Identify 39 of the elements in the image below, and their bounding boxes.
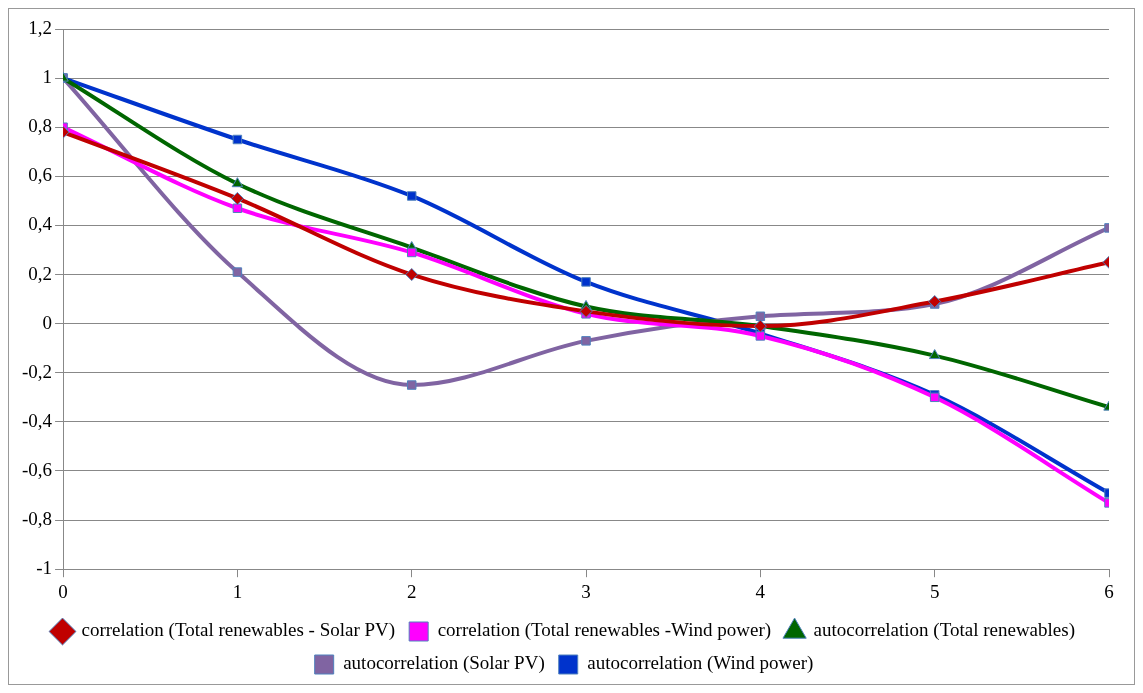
y-tick-label: -0,6 — [22, 458, 53, 480]
legend-label: correlation (Total renewables - Solar PV) — [81, 619, 396, 642]
point — [581, 336, 591, 346]
y-tick-label: 1 — [42, 66, 53, 88]
y-tick-label: -0,8 — [22, 508, 53, 530]
point — [406, 380, 417, 390]
point — [230, 191, 244, 205]
point — [579, 304, 593, 318]
x-tick-label: 2 — [406, 580, 417, 602]
legend-label: autocorrelation (Solar PV) — [343, 652, 545, 675]
y-tick-label: -0,2 — [22, 360, 53, 382]
x-tick-label: 0 — [58, 580, 68, 602]
y-tick-label: -1 — [36, 557, 53, 579]
point — [231, 177, 244, 188]
point — [406, 191, 417, 201]
y-tick-label: 0 — [42, 311, 53, 333]
point — [232, 134, 243, 145]
point — [928, 349, 941, 360]
point — [232, 203, 243, 213]
y-tick-label: 0,2 — [28, 262, 53, 284]
y-tick-label: 0,6 — [28, 164, 53, 186]
y-tick-label: 1,2 — [28, 16, 53, 38]
legend-label: correlation (Total renewables -Wind power) — [437, 619, 772, 642]
x-tick-label: 3 — [581, 580, 591, 602]
point — [755, 311, 766, 322]
y-tick-label: 0,4 — [28, 213, 53, 235]
legend-label: autocorrelation (Total renewables) — [813, 619, 1075, 642]
x-tick-label: 1 — [232, 580, 243, 602]
point — [405, 268, 419, 282]
x-tick-label: 6 — [1104, 580, 1114, 602]
point — [406, 247, 417, 258]
x-tick-label: 4 — [755, 580, 766, 602]
point — [928, 295, 942, 309]
x-tick-label: 5 — [929, 580, 940, 602]
y-tick-label: -0,4 — [22, 409, 53, 431]
legend-label: autocorrelation (Wind power) — [587, 652, 814, 675]
point — [581, 277, 591, 287]
y-tick-label: 0,8 — [28, 115, 53, 137]
point — [232, 267, 243, 277]
